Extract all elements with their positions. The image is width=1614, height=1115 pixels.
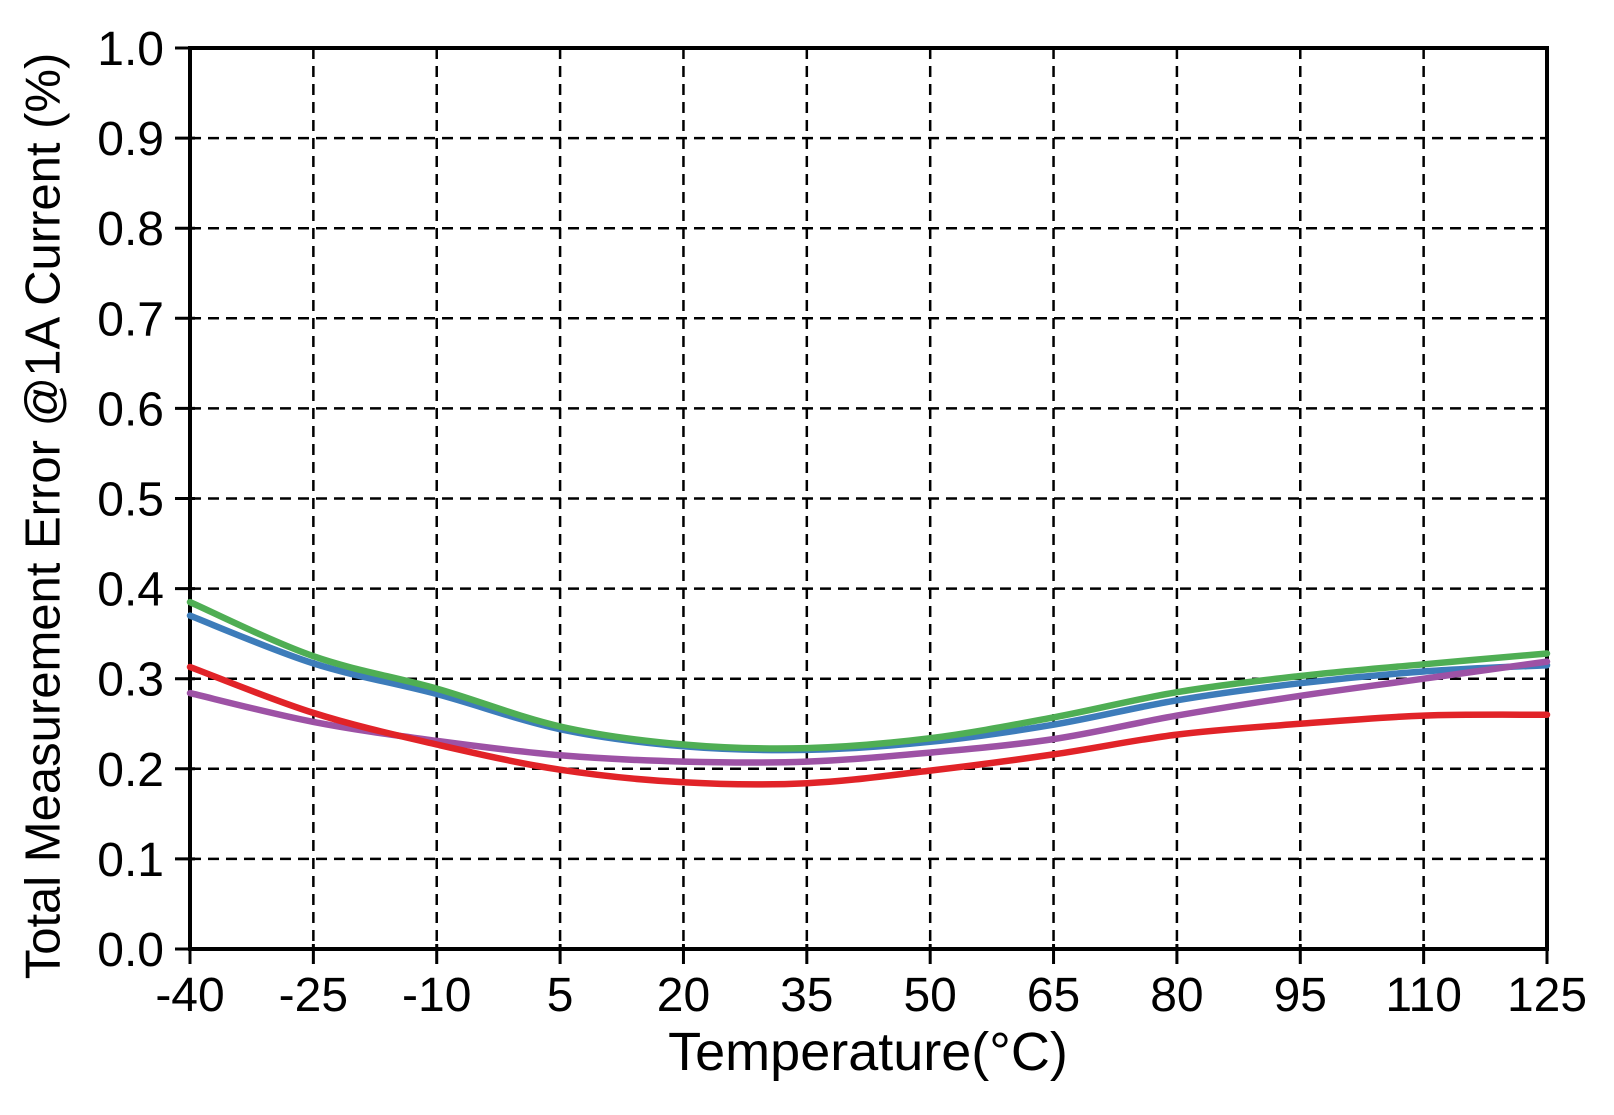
x-tick-label: 50 — [903, 969, 956, 1022]
y-tick-label: 0.2 — [97, 744, 164, 797]
x-tick-label: 95 — [1274, 969, 1327, 1022]
y-tick-label: 0.7 — [97, 293, 164, 346]
x-tick-label: 20 — [657, 969, 710, 1022]
gridlines — [190, 48, 1547, 949]
y-tick-label: 1.0 — [97, 23, 164, 76]
y-axis-title: Total Measurement Error @1A Current (%) — [16, 52, 71, 980]
x-tick-label: -25 — [279, 969, 348, 1022]
series-line-green — [186, 598, 1551, 752]
series-lines — [186, 598, 1551, 788]
x-tick-label: 80 — [1150, 969, 1203, 1022]
y-tick-labels: 0.0 0.1 0.2 0.3 0.4 0.5 0.6 0.7 0.8 0.9 1.0 — [97, 23, 164, 977]
x-tick-label: 5 — [547, 969, 574, 1022]
y-tick-label: 0.4 — [97, 564, 164, 617]
x-tick-label: 35 — [780, 969, 833, 1022]
y-tick-label: 0.8 — [97, 203, 164, 256]
y-tick-label: 0.3 — [97, 654, 164, 707]
x-tick-label: 125 — [1507, 969, 1587, 1022]
x-tick-label: -10 — [402, 969, 471, 1022]
x-tick-label: 110 — [1385, 969, 1462, 1022]
y-tick-label: 0.0 — [97, 924, 164, 977]
x-axis-title: Temperature(°C) — [668, 1022, 1068, 1082]
axes-box — [188, 46, 1549, 951]
x-tick-label: 65 — [1027, 969, 1080, 1022]
y-tick-label: 0.5 — [97, 474, 164, 527]
y-tick-label: 0.6 — [97, 383, 164, 436]
series-line-red — [186, 663, 1551, 788]
x-tick-label: -40 — [155, 969, 224, 1022]
x-tick-labels: -40 -25 -10 5 20 35 50 65 80 95 110 125 — [155, 969, 1587, 1022]
y-tick-label: 0.1 — [97, 834, 164, 887]
y-tick-label: 0.9 — [97, 113, 164, 166]
